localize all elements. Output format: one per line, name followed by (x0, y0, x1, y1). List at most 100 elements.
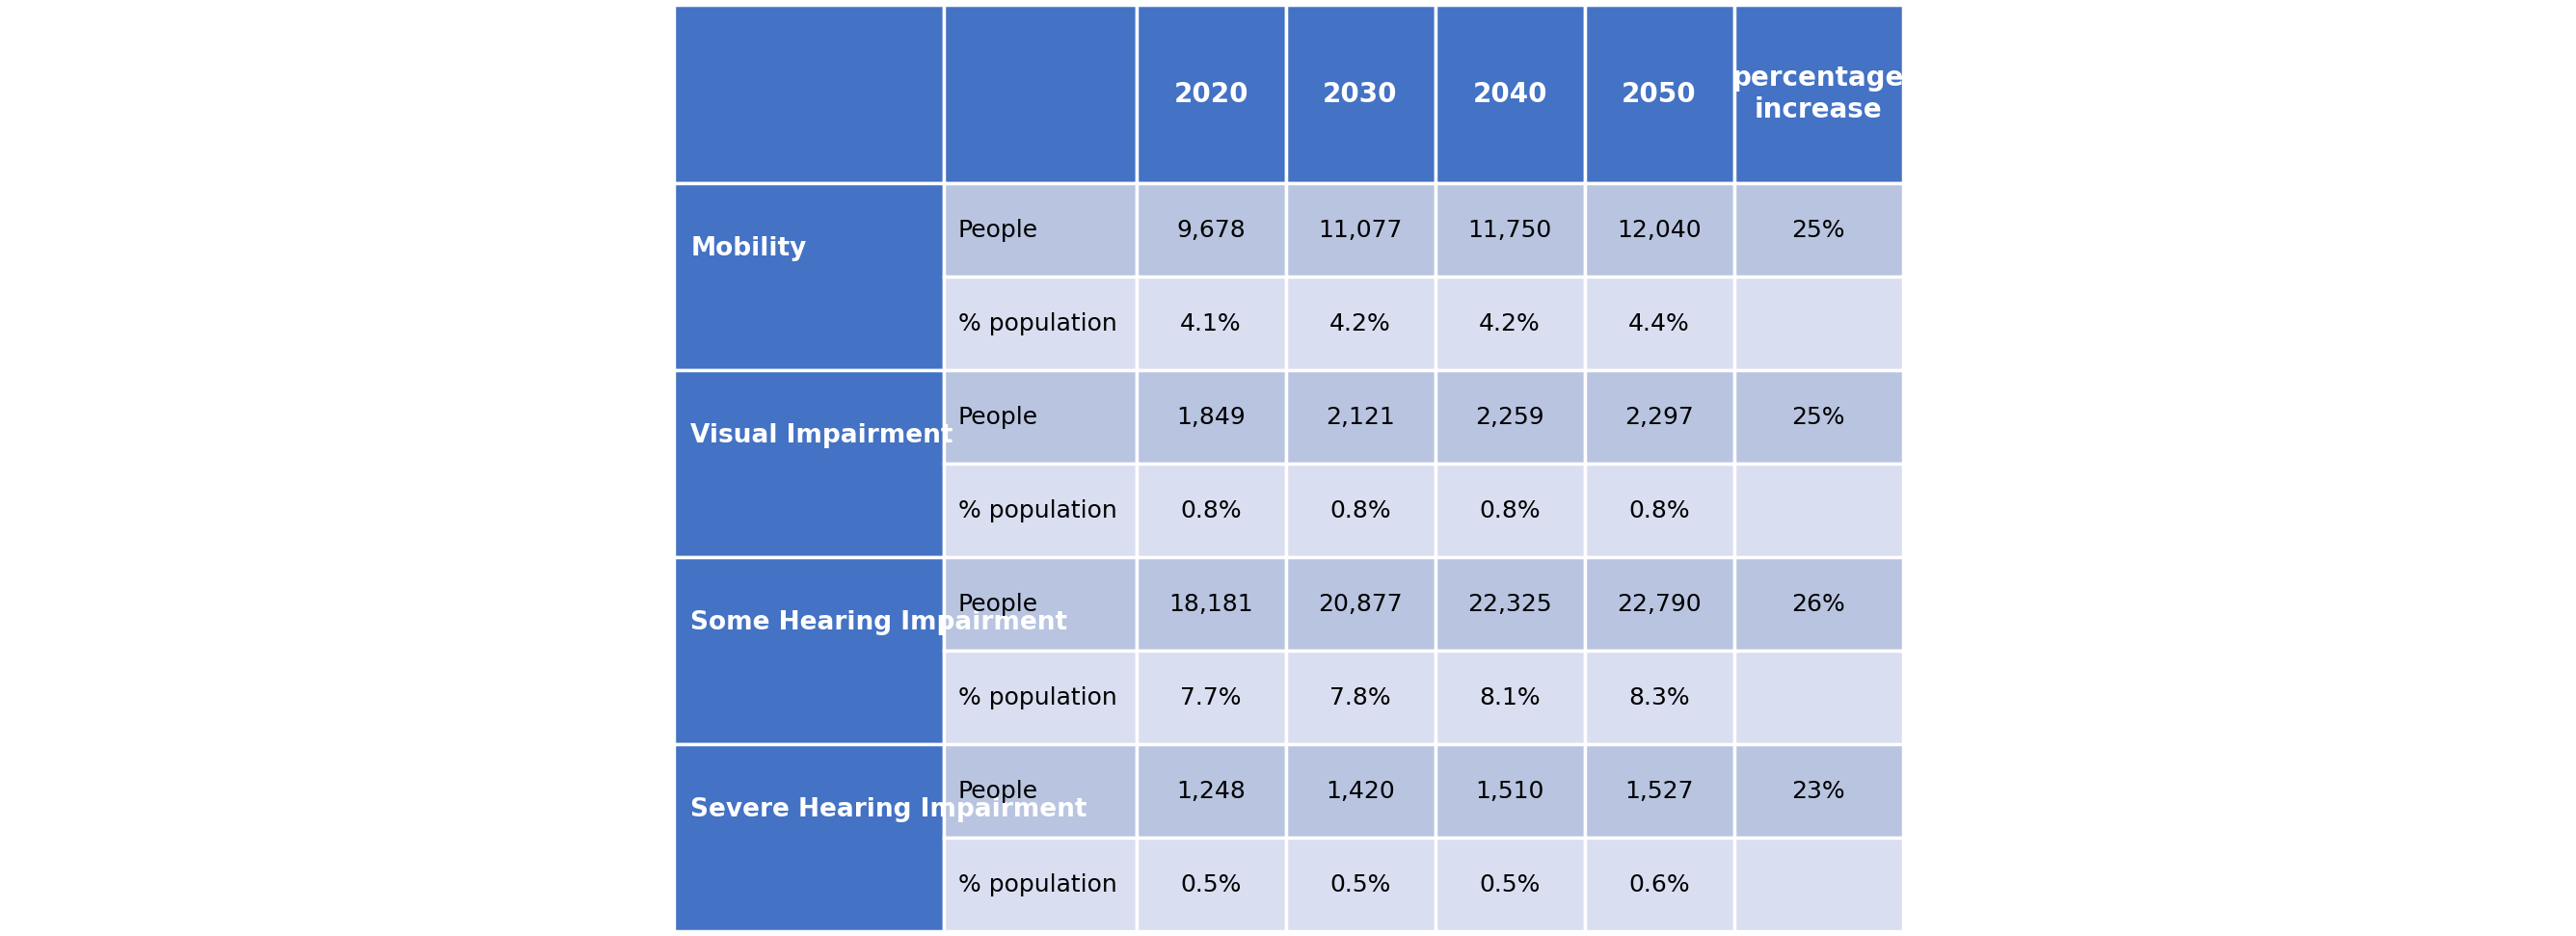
Bar (672, 183, 943, 370)
Bar (943, 463, 1136, 557)
Text: 8.1%: 8.1% (1479, 686, 1540, 709)
Text: 7.7%: 7.7% (1180, 686, 1242, 709)
Text: 0.5%: 0.5% (1329, 873, 1391, 896)
Bar (1435, 651, 1584, 744)
Text: 12,040: 12,040 (1618, 218, 1700, 241)
Text: 8.3%: 8.3% (1628, 686, 1690, 709)
Bar (1435, 183, 1584, 277)
Text: 1,248: 1,248 (1177, 780, 1247, 802)
Bar (1584, 183, 1734, 277)
Text: People: People (958, 218, 1038, 241)
Text: 1,849: 1,849 (1177, 405, 1244, 429)
Text: 4.2%: 4.2% (1329, 312, 1391, 335)
Bar (1285, 838, 1435, 931)
Text: 4.2%: 4.2% (1479, 312, 1540, 335)
Bar (943, 744, 1136, 838)
Bar (1584, 370, 1734, 463)
Text: Severe Hearing Impairment: Severe Hearing Impairment (690, 797, 1087, 822)
Bar (943, 557, 1136, 651)
Text: 4.4%: 4.4% (1628, 312, 1690, 335)
Text: People: People (958, 780, 1038, 802)
Text: percentage
increase: percentage increase (1731, 65, 1904, 124)
Bar (1584, 651, 1734, 744)
Bar (1734, 277, 1904, 370)
Bar (1584, 838, 1734, 931)
Text: 11,077: 11,077 (1319, 218, 1401, 241)
Text: 2,121: 2,121 (1327, 405, 1394, 429)
Text: 0.8%: 0.8% (1479, 499, 1540, 522)
Bar (1734, 651, 1904, 744)
Bar (1136, 370, 1285, 463)
Text: 18,181: 18,181 (1170, 592, 1252, 616)
Bar (1435, 838, 1584, 931)
Text: 25%: 25% (1790, 218, 1844, 241)
Bar (1435, 744, 1584, 838)
Text: 2020: 2020 (1175, 80, 1249, 108)
Bar (1584, 463, 1734, 557)
Text: 7.8%: 7.8% (1329, 686, 1391, 709)
Bar (1435, 5, 1584, 183)
Text: 2050: 2050 (1623, 80, 1698, 108)
Text: People: People (958, 592, 1038, 616)
Bar (672, 5, 943, 183)
Bar (1136, 463, 1285, 557)
Text: % population: % population (958, 499, 1115, 522)
Text: Mobility: Mobility (690, 236, 806, 261)
Text: % population: % population (958, 686, 1115, 709)
Bar (1584, 557, 1734, 651)
Bar (1734, 370, 1904, 463)
Bar (1584, 5, 1734, 183)
Bar (1285, 183, 1435, 277)
Bar (1435, 277, 1584, 370)
Bar (1285, 744, 1435, 838)
Text: 11,750: 11,750 (1468, 218, 1551, 241)
Text: 23%: 23% (1790, 780, 1844, 802)
Bar (1435, 557, 1584, 651)
Bar (1285, 370, 1435, 463)
Text: 9,678: 9,678 (1177, 218, 1244, 241)
Bar (672, 370, 943, 557)
Text: 2,259: 2,259 (1476, 405, 1543, 429)
Text: 1,420: 1,420 (1327, 780, 1394, 802)
Bar (1734, 557, 1904, 651)
Text: % population: % population (958, 312, 1115, 335)
Bar (1734, 463, 1904, 557)
Bar (943, 651, 1136, 744)
Text: 2030: 2030 (1324, 80, 1399, 108)
Bar (1285, 5, 1435, 183)
Bar (1285, 277, 1435, 370)
Bar (672, 557, 943, 744)
Bar (1734, 744, 1904, 838)
Bar (943, 277, 1136, 370)
Bar (1435, 463, 1584, 557)
Bar (943, 838, 1136, 931)
Text: 25%: 25% (1790, 405, 1844, 429)
Bar (1285, 651, 1435, 744)
Text: 1,527: 1,527 (1625, 780, 1692, 802)
Bar (1734, 183, 1904, 277)
Text: 0.6%: 0.6% (1628, 873, 1690, 896)
Text: 0.5%: 0.5% (1479, 873, 1540, 896)
Bar (1136, 5, 1285, 183)
Text: 2040: 2040 (1473, 80, 1548, 108)
Text: 1,510: 1,510 (1476, 780, 1543, 802)
Bar (1285, 463, 1435, 557)
Text: 22,790: 22,790 (1618, 592, 1700, 616)
Bar (1584, 277, 1734, 370)
Text: 20,877: 20,877 (1319, 592, 1401, 616)
Bar (1734, 5, 1904, 183)
Bar (1435, 370, 1584, 463)
Text: 22,325: 22,325 (1468, 592, 1551, 616)
Bar (1136, 744, 1285, 838)
Text: 0.5%: 0.5% (1180, 873, 1242, 896)
Bar (943, 183, 1136, 277)
Bar (943, 5, 1136, 183)
Text: % population: % population (958, 873, 1115, 896)
Bar (1136, 277, 1285, 370)
Bar (1285, 557, 1435, 651)
Bar (943, 370, 1136, 463)
Bar (1584, 744, 1734, 838)
Text: 0.8%: 0.8% (1180, 499, 1242, 522)
Text: 4.1%: 4.1% (1180, 312, 1242, 335)
Text: 0.8%: 0.8% (1628, 499, 1690, 522)
